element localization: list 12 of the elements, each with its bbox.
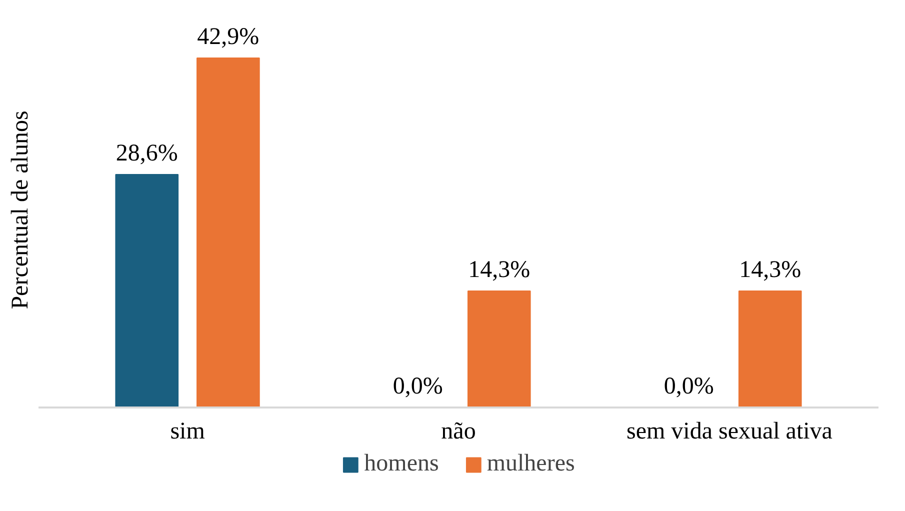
- data-label: 14,3%: [468, 256, 530, 283]
- x-tick-label: não: [441, 418, 476, 444]
- data-label: 0,0%: [392, 374, 443, 400]
- data-label: 0,0%: [664, 374, 714, 400]
- legend-label: homens: [364, 450, 439, 478]
- y-axis-title: Percentual de alunos: [8, 110, 34, 310]
- data-label: 42,9%: [197, 24, 260, 50]
- data-label: 14,3%: [739, 256, 802, 283]
- x-tick-label: sem vida sexual ativa: [626, 418, 833, 444]
- legend-label: mulheres: [486, 450, 575, 478]
- data-label: 28,6%: [116, 140, 178, 166]
- x-tick-label: sim: [170, 418, 206, 444]
